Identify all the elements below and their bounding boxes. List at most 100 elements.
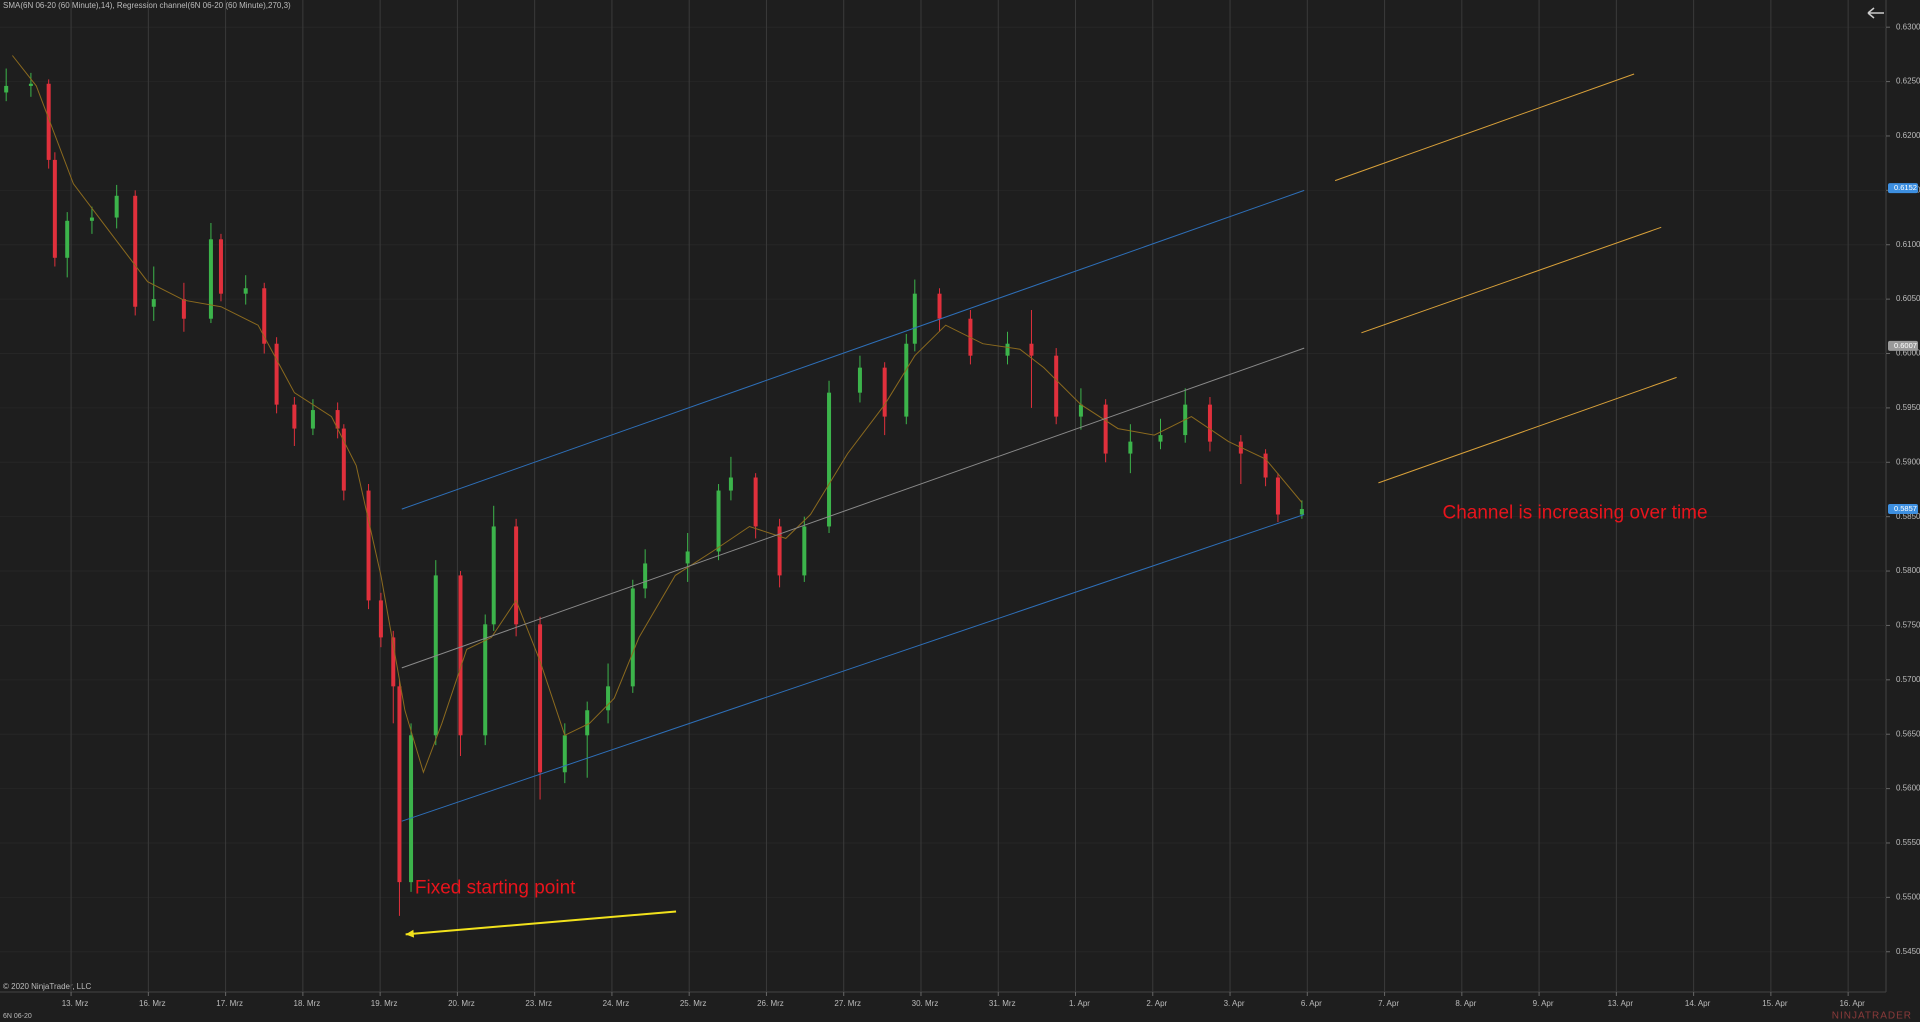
candle-body [857,367,862,393]
price-marker-label: 0.6152 [1894,183,1917,192]
candle-body [777,526,782,576]
indicator-header: SMA(6N 06-20 (60 Minute),14), Regression… [3,1,291,10]
x-tick-label: 3. Apr [1224,999,1245,1008]
candle-body [1207,404,1212,442]
candle-body [904,343,909,417]
x-tick-label: 17. Mrz [216,999,243,1008]
drawn-line [401,514,1305,822]
x-tick-label: 27. Mrz [834,999,861,1008]
y-tick-label: 0.5600 [1896,784,1920,793]
y-tick-label: 0.6250 [1896,77,1920,86]
y-tick-label: 0.6000 [1896,349,1920,358]
y-tick-label: 0.5650 [1896,729,1920,738]
candle-body [65,220,70,258]
y-tick-label: 0.5950 [1896,403,1920,412]
price-marker [1888,504,1918,515]
candle-body [882,367,887,417]
x-tick-label: 9. Apr [1533,999,1554,1008]
y-tick-label: 0.5850 [1896,512,1920,521]
candle-body [1078,404,1083,417]
candle-body [89,217,94,221]
candle-body [728,477,733,491]
arrow-head [405,929,415,938]
arrow-line [405,910,677,936]
candle-body [491,526,496,625]
candle-body [937,293,942,319]
y-tick-label: 0.6100 [1896,240,1920,249]
candle-body [4,85,9,93]
annotation: Fixed starting point [415,878,576,899]
price-marker-label: 0.6007 [1894,341,1917,350]
x-tick-label: 23. Mrz [525,999,552,1008]
y-tick-label: 0.6300 [1896,22,1920,31]
candle-body [366,490,371,601]
candle-body [46,83,51,160]
x-tick-label: 8. Apr [1455,999,1476,1008]
x-tick-label: 16. Apr [1839,999,1865,1008]
drawn-line [1334,73,1635,182]
x-tick-label: 13. Mrz [62,999,89,1008]
x-tick-label: 1. Apr [1069,999,1090,1008]
instrument: 6N 06-20 [3,1013,32,1020]
candle-body [1029,343,1034,356]
candle-body [1054,355,1059,417]
logo: NINJATRADER [1832,1011,1912,1022]
candle-body [630,588,635,687]
candle-body [538,624,543,773]
y-tick-label: 0.6050 [1896,294,1920,303]
candle-body [827,392,832,527]
candle-body [391,637,396,687]
x-tick-label: 16. Mrz [139,999,166,1008]
x-tick-label: 2. Apr [1146,999,1167,1008]
y-tick-label: 0.5550 [1896,838,1920,847]
candle-body [397,686,402,883]
candle-body [1263,453,1268,478]
candle-body [1158,435,1163,442]
x-tick-label: 13. Apr [1608,999,1634,1008]
price-marker-label: 0.5857 [1894,504,1917,513]
x-tick-label: 18. Mrz [294,999,321,1008]
candle-body [262,288,267,344]
drawn-line [1361,226,1662,334]
x-tick-label: 31. Mrz [989,999,1016,1008]
candle-body [341,428,346,491]
x-tick-label: 30. Mrz [912,999,939,1008]
candle-body [52,159,57,258]
candle-body [218,239,223,294]
x-tick-label: 19. Mrz [371,999,398,1008]
candle-body [1299,509,1304,515]
candle-body [1275,477,1280,515]
candle-body [28,83,33,86]
price-marker [1888,183,1918,194]
candle-body [483,624,488,736]
candle-body [274,343,279,405]
x-tick-label: 26. Mrz [757,999,784,1008]
candle-body [1005,343,1010,356]
y-tick-label: 0.6200 [1896,131,1920,140]
y-tick-label: 0.5450 [1896,947,1920,956]
candle-body [585,710,590,736]
y-tick-label: 0.5500 [1896,892,1920,901]
back-button[interactable] [1867,7,1884,19]
candle-body [716,490,721,552]
candle-body [514,526,519,625]
candle-body [458,575,463,736]
annotation: Channel is increasing over time [1443,502,1708,523]
x-tick-label: 25. Mrz [680,999,707,1008]
y-tick-label: 0.5700 [1896,675,1920,684]
candle-body [1103,404,1108,454]
candle-body [643,563,648,589]
candle-body [1128,441,1133,454]
candle-body [133,195,138,307]
y-tick-label: 0.5900 [1896,457,1920,466]
candle-body [562,735,567,773]
x-tick-label: 24. Mrz [603,999,630,1008]
copyright: © 2020 NinjaTrader, LLC [3,982,92,991]
candle-body [335,410,340,429]
candle-body [378,600,383,638]
sma-line [12,55,1303,774]
candle-body [292,404,297,429]
